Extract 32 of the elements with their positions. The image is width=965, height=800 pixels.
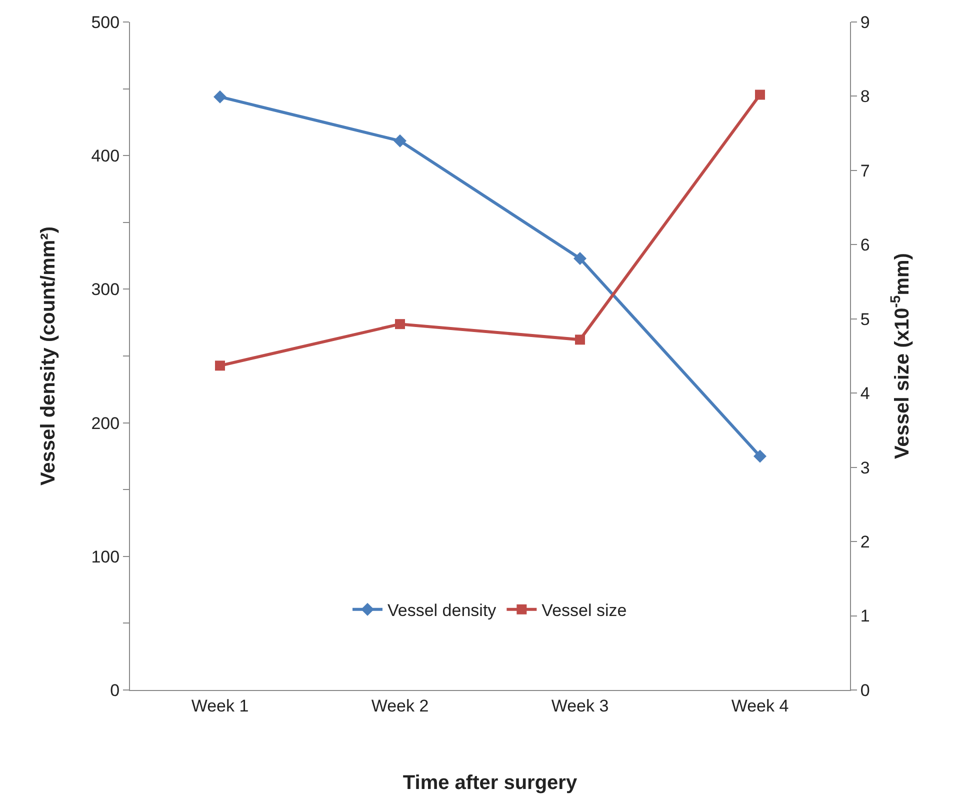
point [214, 90, 226, 104]
y2-tick-label: 6 [860, 236, 870, 255]
point [575, 334, 585, 345]
point [395, 319, 405, 330]
y-tick-label: 100 [91, 547, 120, 566]
point [394, 134, 406, 148]
point [574, 252, 586, 265]
x-tick-label: Week 3 [551, 696, 609, 716]
y2-tick-label: 9 [860, 12, 870, 32]
x-tick-label: Week 1 [191, 696, 249, 716]
y-axis-title: Vessel density (count/mm²) [38, 226, 60, 486]
y2-tick-label: 5 [860, 310, 870, 329]
x-tick-label: Week 2 [371, 696, 429, 716]
y2-tick-label: 1 [860, 606, 870, 626]
y2-tick-label: 3 [860, 458, 870, 478]
y-tick-label: 0 [110, 680, 120, 700]
y2-tick-label: 2 [860, 532, 870, 552]
y-tick-label: 200 [91, 414, 120, 433]
y2-tick-label: 7 [860, 161, 870, 180]
legend-label: Vessel size [542, 601, 627, 620]
y-tick-label: 400 [91, 146, 120, 166]
y-tick-label: 500 [91, 12, 120, 32]
y-tick-label: 300 [91, 280, 120, 300]
point [755, 90, 765, 100]
x-tick-label: Week 4 [731, 696, 789, 716]
y2-tick-label: 0 [860, 680, 870, 700]
point [754, 450, 766, 463]
legend-label: Vessel density [388, 601, 497, 620]
y2-tick-label: 4 [860, 384, 870, 404]
x-axis-title: Time after surgery [402, 772, 578, 794]
point [215, 360, 225, 371]
y2-tick-label: 8 [860, 87, 870, 106]
